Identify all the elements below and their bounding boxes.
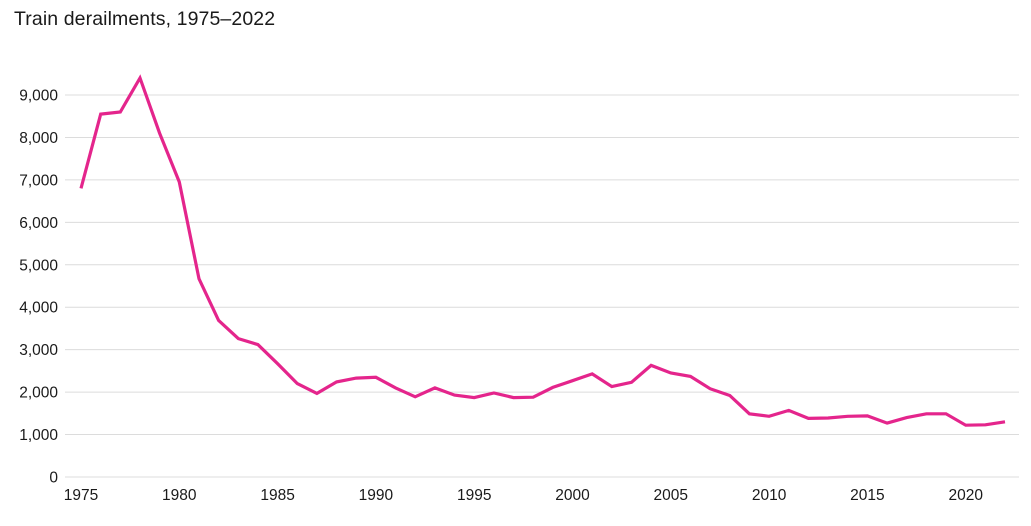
x-tick-label: 1975 [64,487,98,504]
y-tick-label: 3,000 [19,342,58,359]
x-tick-label: 1995 [457,487,491,504]
y-tick-label: 0 [49,470,58,487]
y-tick-label: 4,000 [19,300,58,317]
derailments-series-line [79,74,1006,427]
x-tick-label: 2005 [654,487,688,504]
y-tick-label: 7,000 [19,172,58,189]
x-tick-label: 1990 [359,487,394,504]
y-tick-label: 1,000 [19,427,58,444]
x-tick-label: 1980 [162,487,197,504]
x-tick-label: 2020 [948,487,983,504]
y-tick-label: 6,000 [19,215,58,232]
y-tick-label: 9,000 [19,88,58,105]
y-tick-label: 2,000 [19,385,58,402]
y-tick-label: 5,000 [19,257,58,274]
chart-title: Train derailments, 1975–2022 [14,8,276,30]
x-tick-label: 2015 [850,487,884,504]
x-tick-label: 2000 [555,487,590,504]
x-tick-label: 1985 [260,487,294,504]
x-tick-label: 2010 [752,487,787,504]
y-tick-label: 8,000 [19,130,58,147]
